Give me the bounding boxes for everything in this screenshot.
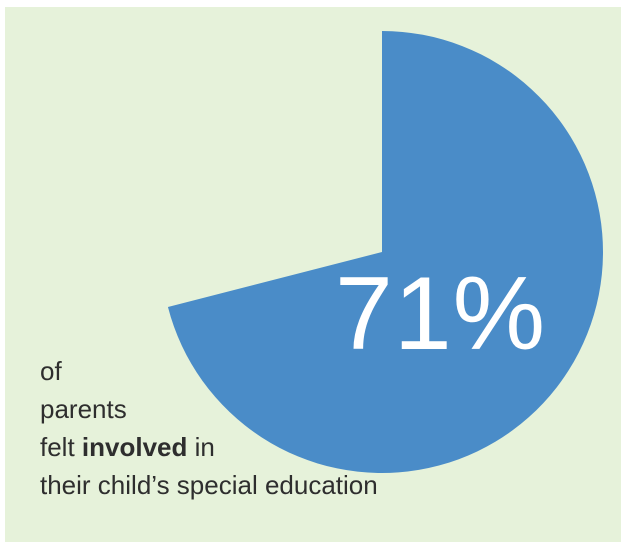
pie-slice-0: [167, 31, 603, 473]
caption-line-2: parents: [40, 394, 127, 424]
pie-chart: [167, 31, 603, 473]
caption-involved: involved: [81, 432, 188, 462]
caption-line-4: their child’s special education: [40, 470, 378, 500]
caption: of parents felt involved in their child’…: [40, 352, 378, 504]
caption-line-1: of: [40, 356, 62, 386]
infographic-panel: 71% of parents felt involved in their ch…: [5, 7, 621, 542]
percent-label: 71%: [335, 256, 547, 372]
caption-line-3: felt involved in: [40, 428, 378, 466]
caption-felt: felt: [40, 432, 82, 462]
caption-in: in: [187, 432, 215, 462]
